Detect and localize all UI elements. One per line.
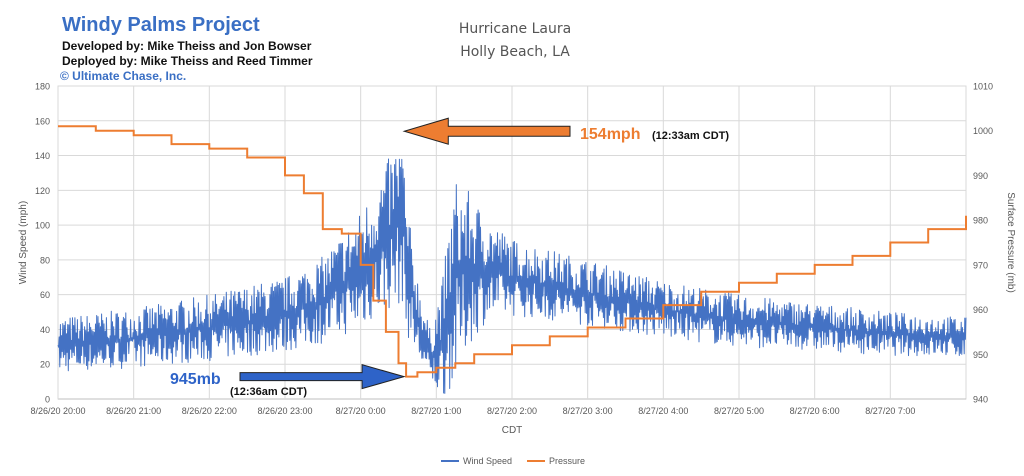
y-tick-label: 140 <box>35 151 50 161</box>
y2-tick-label: 980 <box>973 216 988 226</box>
x-tick-label: 8/27/20 2:00 <box>487 406 537 416</box>
x-tick-label: 8/27/20 4:00 <box>638 406 688 416</box>
annotation-label-wind: 154mph <box>580 126 640 143</box>
y2-tick-label: 1010 <box>973 82 993 92</box>
y2-tick-label: 960 <box>973 305 988 315</box>
y2-tick-label: 950 <box>973 350 988 360</box>
y-tick-label: 20 <box>40 360 50 370</box>
x-tick-label: 8/26/20 20:00 <box>30 406 85 416</box>
project-title: Windy Palms Project <box>62 14 260 36</box>
x-tick-label: 8/26/20 23:00 <box>257 406 312 416</box>
legend-label-wind-speed: Wind Speed <box>463 456 512 466</box>
y2-tick-label: 1000 <box>973 126 993 136</box>
annotation-detail-pressure: (12:36am CDT) <box>230 386 307 398</box>
annotation-label-pressure: 945mb <box>170 371 221 388</box>
copyright: © Ultimate Chase, Inc. <box>60 69 187 83</box>
y2-tick-label: 990 <box>973 171 988 181</box>
legend-label-pressure: Pressure <box>549 456 585 466</box>
y-tick-label: 120 <box>35 186 50 196</box>
annotation-arrow-wind <box>402 117 571 145</box>
y-axis-label: Wind Speed (mph) <box>18 201 29 284</box>
x-tick-label: 8/26/20 21:00 <box>106 406 161 416</box>
y-tick-label: 180 <box>35 82 50 92</box>
chart-subtitle: Holly Beach, LA <box>460 44 570 60</box>
y-tick-label: 0 <box>45 395 50 405</box>
x-axis-label: CDT <box>502 425 523 436</box>
y-tick-label: 40 <box>40 325 50 335</box>
y-tick-label: 160 <box>35 116 50 126</box>
y-tick-label: 100 <box>35 221 50 231</box>
annotation-detail-wind: (12:33am CDT) <box>652 130 729 142</box>
x-tick-label: 8/27/20 3:00 <box>563 406 613 416</box>
x-tick-label: 8/27/20 0:00 <box>336 406 386 416</box>
y-tick-label: 80 <box>40 255 50 265</box>
x-tick-label: 8/27/20 5:00 <box>714 406 764 416</box>
x-tick-label: 8/26/20 22:00 <box>182 406 237 416</box>
chart-title: Hurricane Laura <box>458 21 572 37</box>
y-tick-label: 60 <box>40 290 50 300</box>
deployed-by: Deployed by: Mike Theiss and Reed Timmer <box>62 54 313 68</box>
x-tick-label: 8/27/20 1:00 <box>411 406 461 416</box>
y2-tick-label: 940 <box>973 395 988 405</box>
series-pressure <box>58 125 967 378</box>
y2-tick-label: 970 <box>973 260 988 270</box>
x-tick-label: 8/27/20 7:00 <box>865 406 915 416</box>
developed-by: Developed by: Mike Theiss and Jon Bowser <box>62 39 312 53</box>
x-tick-label: 8/27/20 6:00 <box>790 406 840 416</box>
annotation-arrow-pressure <box>239 363 406 390</box>
series-wind-speed <box>57 158 967 394</box>
y2-axis-label: Surface Pressure (mb) <box>1005 192 1016 293</box>
